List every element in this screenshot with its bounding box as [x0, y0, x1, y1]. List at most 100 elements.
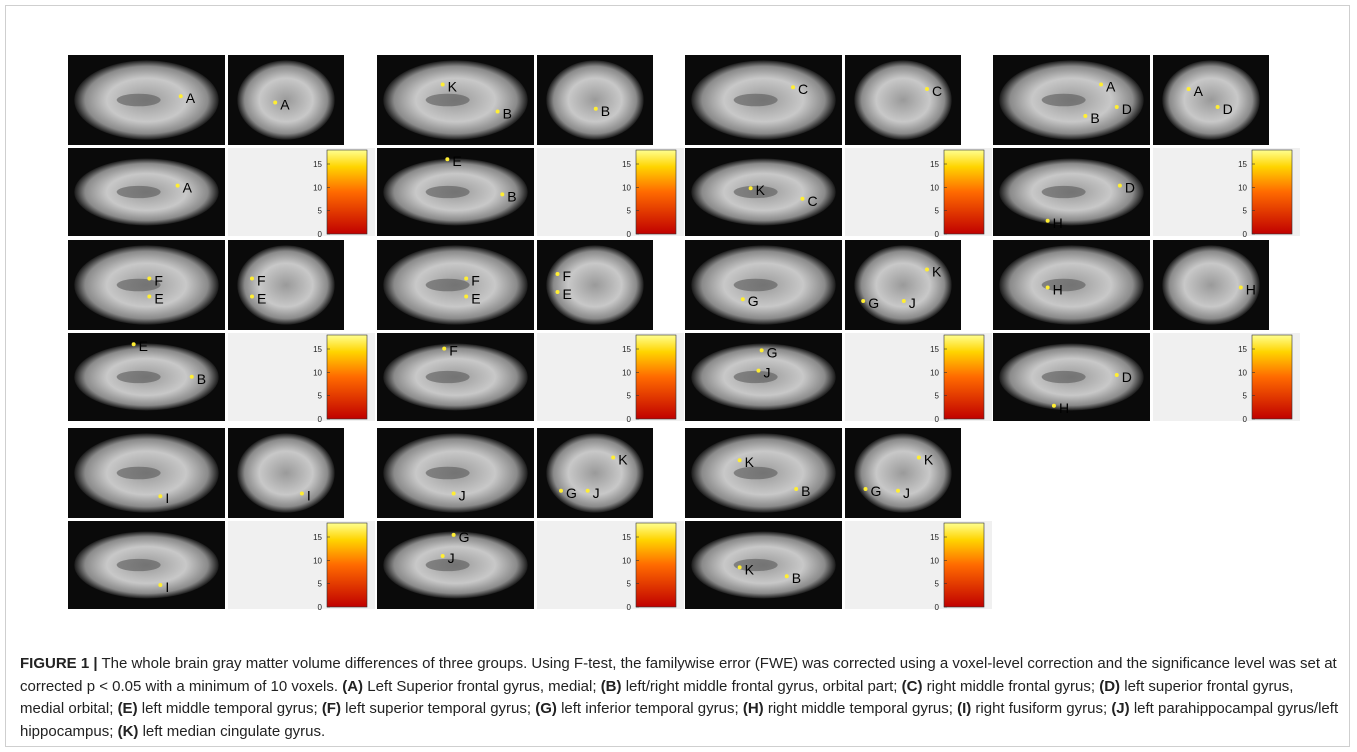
caption-key: (D)	[1099, 678, 1120, 695]
region-label: B	[197, 371, 206, 387]
brain-ventricle	[117, 186, 161, 198]
brain-slice	[237, 245, 334, 324]
region-label: K	[932, 264, 942, 280]
activation-dot	[1187, 87, 1191, 91]
brain-ventricle	[734, 467, 778, 480]
caption-key: (E)	[118, 700, 138, 717]
colorbar	[944, 335, 984, 419]
brain-ventricle	[734, 279, 778, 292]
activation-dot	[273, 101, 277, 105]
activation-dot	[925, 87, 929, 91]
colorbar-tick-label: 15	[622, 345, 631, 354]
region-label: C	[798, 81, 808, 97]
region-label: F	[563, 268, 572, 284]
caption-key: (G)	[535, 700, 557, 717]
activation-dot	[594, 107, 598, 111]
region-label: J	[764, 365, 771, 381]
brain-ventricle	[117, 94, 161, 107]
colorbar-tick-label: 10	[622, 183, 631, 192]
activation-dot	[1115, 373, 1119, 377]
region-label: G	[459, 529, 470, 545]
colorbar-tick-label: 0	[627, 603, 632, 612]
activation-dot	[250, 277, 254, 281]
activation-dot	[464, 295, 468, 299]
brain-ventricle	[1042, 371, 1086, 383]
caption-key: (J)	[1111, 700, 1129, 717]
region-label: G	[748, 293, 759, 309]
colorbar-tick-label: 5	[627, 392, 632, 401]
brain-ventricle	[117, 467, 161, 480]
region-label: K	[448, 79, 458, 95]
region-label: E	[257, 291, 266, 307]
colorbar-tick-label: 15	[622, 160, 631, 169]
activation-dot	[1046, 219, 1050, 223]
colorbar	[1252, 335, 1292, 419]
brain-ventricle	[426, 186, 470, 198]
region-label: A	[183, 180, 193, 196]
region-label: H	[1053, 282, 1063, 298]
activation-dot	[441, 554, 445, 558]
colorbar-tick-label: 10	[1238, 183, 1247, 192]
brain-slice	[546, 60, 643, 139]
region-label: H	[1053, 215, 1063, 231]
activation-dot	[500, 192, 504, 196]
colorbar-tick-label: 0	[318, 415, 323, 424]
region-label: C	[807, 193, 817, 209]
caption-item: right fusiform gyrus;	[975, 700, 1107, 717]
activation-dot	[452, 533, 456, 537]
brain-ventricle	[117, 559, 161, 571]
activation-dot	[925, 268, 929, 272]
colorbar	[1252, 150, 1292, 234]
region-label: A	[186, 90, 196, 106]
caption-key: (A)	[342, 678, 363, 695]
caption-key: (F)	[322, 700, 341, 717]
activation-dot	[760, 348, 764, 352]
activation-dot	[250, 295, 254, 299]
caption-key: (I)	[957, 700, 971, 717]
brain-ventricle	[426, 467, 470, 480]
activation-dot	[1046, 286, 1050, 290]
region-label: I	[307, 488, 311, 504]
caption-item: right middle temporal gyrus;	[768, 700, 953, 717]
activation-dot	[147, 295, 151, 299]
activation-dot	[902, 299, 906, 303]
activation-dot	[496, 110, 500, 114]
colorbar	[327, 523, 367, 607]
brain-ventricle	[1042, 186, 1086, 198]
region-label: E	[563, 286, 572, 302]
caption-key: (K)	[118, 723, 139, 740]
activation-dot	[800, 197, 804, 201]
activation-dot	[738, 458, 742, 462]
colorbar	[944, 523, 984, 607]
region-label: J	[903, 485, 910, 501]
activation-dot	[559, 489, 563, 493]
brain-ventricle	[1042, 279, 1086, 292]
region-label: K	[745, 561, 755, 577]
colorbar-tick-label: 0	[1243, 415, 1248, 424]
region-label: D	[1223, 101, 1233, 117]
brain-ventricle	[734, 94, 778, 107]
activation-dot	[917, 456, 921, 460]
colorbar-tick-label: 0	[935, 230, 940, 239]
colorbar-tick-label: 10	[313, 368, 322, 377]
colorbar-tick-label: 5	[935, 580, 940, 589]
region-label: K	[618, 452, 628, 468]
region-label: K	[745, 454, 755, 470]
region-label: K	[924, 452, 934, 468]
colorbar-tick-label: 15	[313, 345, 322, 354]
region-label: B	[792, 570, 801, 586]
activation-dot	[190, 375, 194, 379]
caption-item: left middle temporal gyrus;	[142, 700, 318, 717]
activation-dot	[1118, 184, 1122, 188]
colorbar	[636, 335, 676, 419]
brain-ventricle	[426, 94, 470, 107]
region-label: E	[471, 291, 480, 307]
colorbar	[636, 523, 676, 607]
brain-slice	[237, 433, 334, 512]
caption-label: FIGURE 1 |	[20, 655, 98, 672]
colorbar-tick-label: 5	[318, 580, 323, 589]
activation-dot	[176, 184, 180, 188]
region-label: H	[1059, 400, 1069, 416]
activation-dot	[556, 272, 560, 276]
